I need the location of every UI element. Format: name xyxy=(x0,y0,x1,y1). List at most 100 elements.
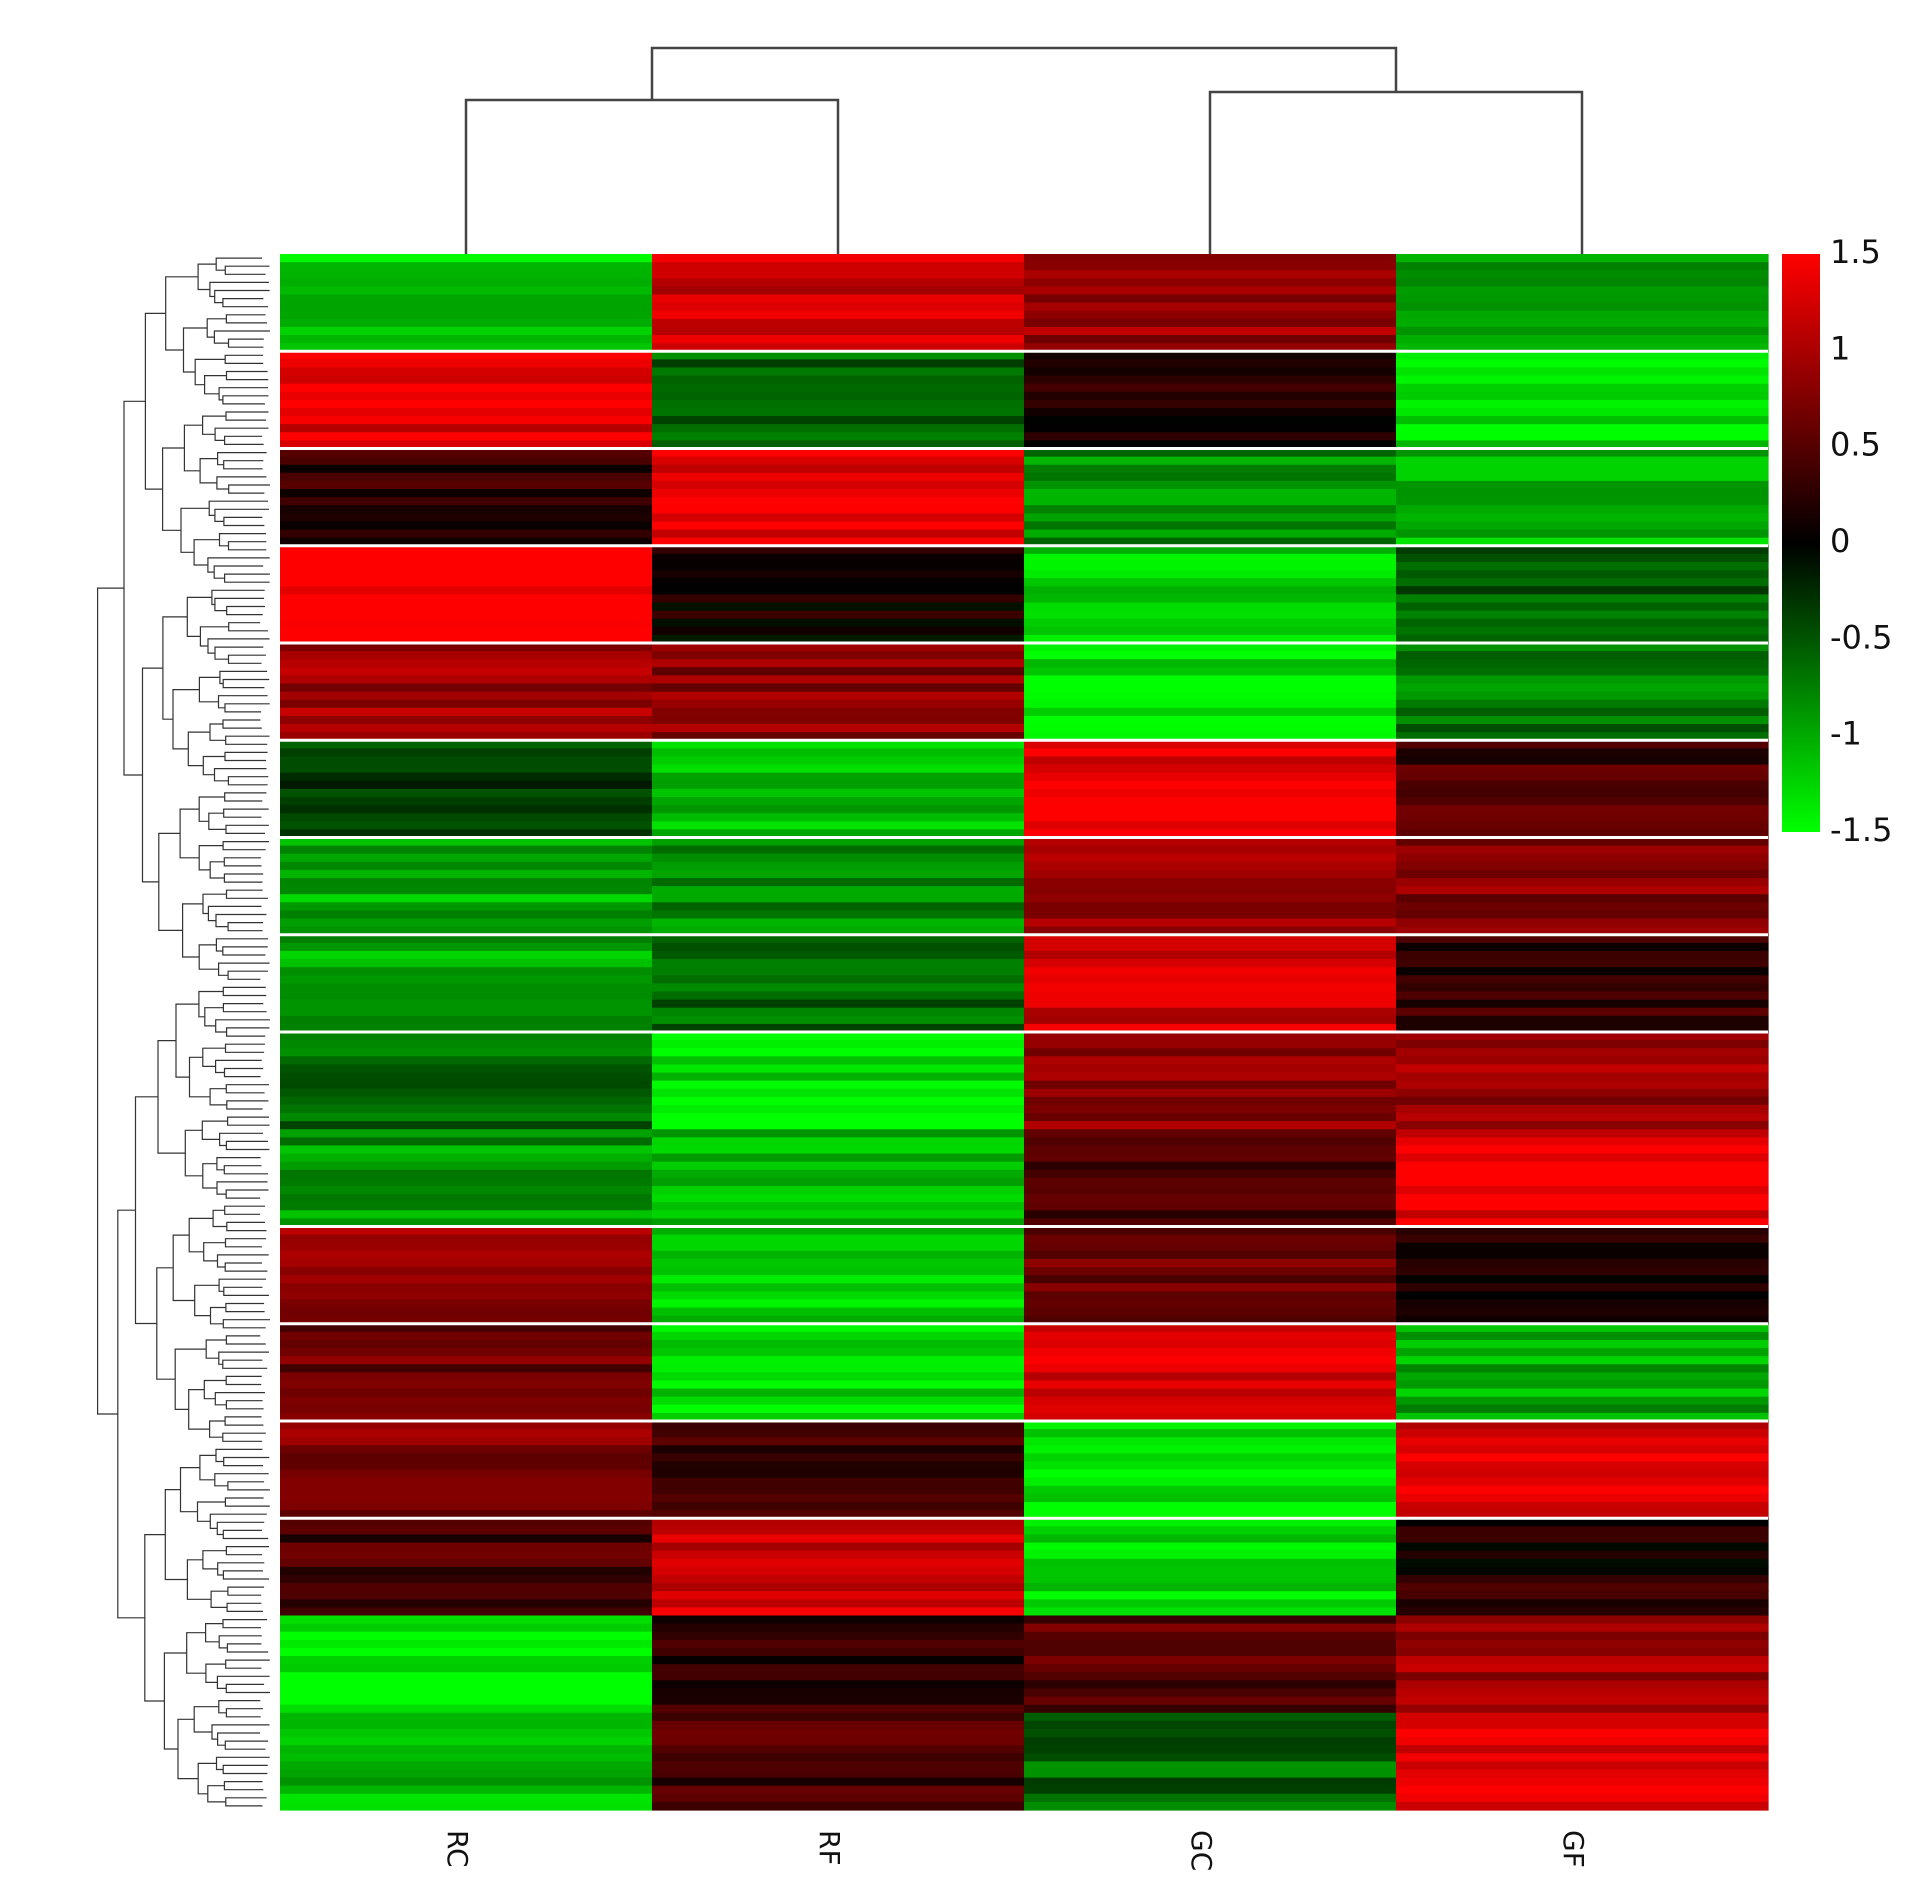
heatmap-cell xyxy=(1024,1607,1397,1617)
heatmap-cell xyxy=(652,310,1025,320)
heatmap-cell xyxy=(280,1372,653,1382)
heatmap-cell xyxy=(652,902,1025,912)
heatmap-cell xyxy=(1024,1348,1397,1357)
heatmap-cell xyxy=(1024,262,1397,271)
heatmap-cell xyxy=(652,1040,1025,1049)
heatmap-cell xyxy=(652,351,1025,360)
heatmap-cell xyxy=(652,254,1025,263)
heatmap-cell xyxy=(1396,1331,1769,1341)
heatmap-cell xyxy=(1396,1469,1769,1479)
dendrogram-branch xyxy=(224,792,267,802)
heatmap-cell xyxy=(1024,1623,1397,1633)
dendrogram-branch xyxy=(223,1780,264,1791)
dendrogram-branch xyxy=(188,1217,214,1253)
heatmap-cell xyxy=(652,1356,1025,1365)
dendrogram-branch xyxy=(222,678,270,689)
heatmap-cell xyxy=(652,950,1025,960)
heatmap-cell xyxy=(1024,416,1397,425)
heatmap-cell xyxy=(1024,1615,1397,1625)
dendrogram-branch xyxy=(650,46,1398,100)
heatmap-cell xyxy=(1396,489,1769,498)
heatmap-cell xyxy=(280,294,653,304)
dendrogram-branch xyxy=(209,1088,227,1106)
heatmap-cell xyxy=(1396,918,1769,928)
heatmap-cell xyxy=(1396,391,1769,401)
heatmap-cell xyxy=(1024,1202,1397,1211)
heatmap-cell xyxy=(652,497,1025,506)
heatmap-cell xyxy=(652,1210,1025,1219)
heatmap-cell xyxy=(1024,472,1397,482)
heatmap-cell xyxy=(280,1631,653,1641)
dendrogram-branch xyxy=(162,616,188,720)
heatmap-cell xyxy=(652,796,1025,806)
heatmap-cell xyxy=(280,1202,653,1211)
heatmap-cell xyxy=(652,1380,1025,1390)
heatmap-cell xyxy=(1024,1639,1397,1649)
heatmap-cell xyxy=(1024,853,1397,863)
heatmap-cell xyxy=(652,1437,1025,1446)
heatmap-cell xyxy=(652,651,1025,660)
heatmap-cell xyxy=(1024,513,1397,523)
dendrogram-branch xyxy=(188,1388,210,1430)
heatmap-cell xyxy=(1024,254,1397,263)
heatmap-cell xyxy=(652,1631,1025,1641)
dendrogram-branch xyxy=(216,1521,265,1536)
heatmap-cell xyxy=(1024,1461,1397,1471)
heatmap-cell xyxy=(652,643,1025,652)
heatmap-cell xyxy=(1396,1429,1769,1438)
dendrogram-branch xyxy=(222,1319,270,1329)
heatmap-cell xyxy=(280,967,653,976)
heatmap-cell xyxy=(280,1429,653,1438)
heatmap-cell xyxy=(280,1672,653,1681)
heatmap-cell xyxy=(1396,618,1769,628)
heatmap-cell xyxy=(652,1064,1025,1074)
dendrogram-branch xyxy=(464,98,840,254)
dendrogram-branch xyxy=(218,387,268,401)
heatmap-cell xyxy=(280,1737,653,1746)
heatmap-cell xyxy=(1024,480,1397,490)
heatmap-cell xyxy=(1024,748,1397,758)
heatmap-cell xyxy=(652,537,1025,547)
heatmap-cell xyxy=(652,1153,1025,1163)
heatmap-cell xyxy=(652,869,1025,879)
heatmap-cell xyxy=(1024,1526,1397,1536)
heatmap-cell xyxy=(652,1745,1025,1754)
dendrogram-branch xyxy=(224,1205,265,1215)
heatmap-cell xyxy=(280,740,653,749)
heatmap-cell xyxy=(1396,1534,1769,1544)
dendrogram-branch xyxy=(201,1120,228,1141)
heatmap-cell xyxy=(280,999,653,1009)
dendrogram-branch xyxy=(134,1096,158,1325)
dendrogram-branch xyxy=(224,703,270,713)
heatmap-cell xyxy=(652,602,1025,612)
heatmap-cell xyxy=(1396,318,1769,328)
heatmap-cell xyxy=(1024,1088,1397,1098)
heatmap-cell xyxy=(652,683,1025,693)
heatmap-cell xyxy=(652,780,1025,790)
heatmap-cell xyxy=(1396,1412,1769,1422)
heatmap-cell xyxy=(1024,651,1397,660)
heatmap-cell xyxy=(652,975,1025,984)
heatmap-cell xyxy=(1024,464,1397,474)
heatmap-cell xyxy=(1024,1339,1397,1349)
heatmap-cell xyxy=(1396,472,1769,482)
heatmap-cell xyxy=(1396,756,1769,766)
heatmap-cell xyxy=(280,399,653,409)
heatmap-cell xyxy=(1024,691,1397,701)
heatmap-cell xyxy=(280,991,653,1001)
heatmap-cell xyxy=(652,1688,1025,1698)
dendrogram-branch xyxy=(186,1559,212,1600)
heatmap-cell xyxy=(1396,335,1769,344)
heatmap-cell xyxy=(1024,1469,1397,1479)
heatmap-cell xyxy=(280,643,653,652)
heatmap-cell xyxy=(1396,1607,1769,1617)
heatmap-cell xyxy=(652,1129,1025,1138)
heatmap-cell xyxy=(280,764,653,774)
heatmap-cell xyxy=(1396,1615,1769,1625)
dendrogram-branch xyxy=(141,667,163,883)
heatmap-cell xyxy=(1024,1753,1397,1762)
heatmap-cell xyxy=(280,1566,653,1576)
heatmap-cell xyxy=(652,326,1025,336)
dendrogram-branch xyxy=(214,1473,269,1487)
heatmap-cell xyxy=(280,326,653,336)
